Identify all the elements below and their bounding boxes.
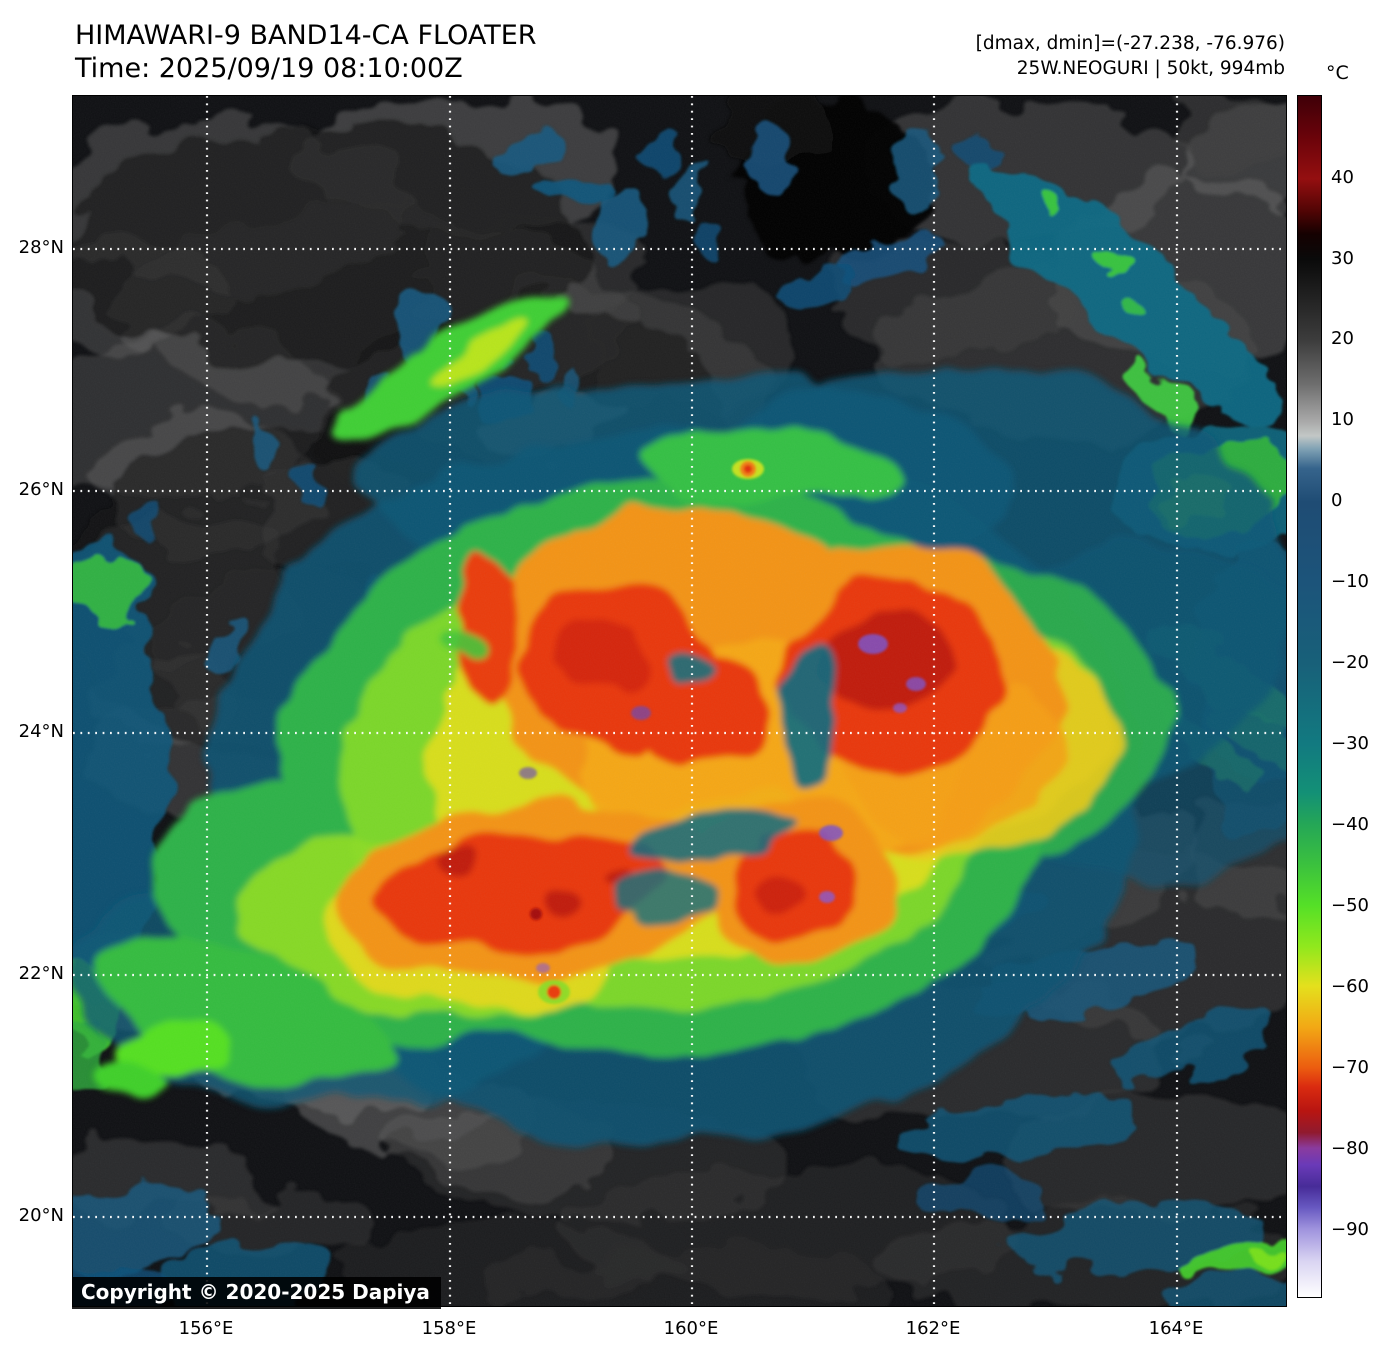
colorbar-tick-label: −50 xyxy=(1331,895,1369,917)
colorbar-tick-label: −30 xyxy=(1331,733,1369,755)
lat-tick-label: 22°N xyxy=(18,963,64,984)
lon-tick-label: 164°E xyxy=(1148,1318,1204,1339)
colorbar-tick-label: −60 xyxy=(1331,976,1369,998)
lat-tick-label: 24°N xyxy=(18,721,64,742)
colorbar-tick-label: −90 xyxy=(1331,1218,1369,1240)
lon-tick-label: 160°E xyxy=(663,1318,719,1339)
dmax-dmin-label: [dmax, dmin]=(-27.238, -76.976) xyxy=(975,33,1285,54)
film-grain-overlay xyxy=(73,96,1286,1306)
lon-tick-label: 156°E xyxy=(178,1318,234,1339)
satellite-map xyxy=(72,95,1287,1307)
colorbar-tick-label: 0 xyxy=(1331,490,1343,512)
colorbar-tick-label: −20 xyxy=(1331,652,1369,674)
colorbar-tick-label: 30 xyxy=(1331,247,1354,269)
temperature-colorbar xyxy=(1297,95,1322,1298)
colorbar-tick-label: −70 xyxy=(1331,1057,1369,1079)
lon-tick-label: 162°E xyxy=(905,1318,961,1339)
copyright-badge: Copyright © 2020-2025 Dapiya xyxy=(72,1277,441,1309)
satellite-image xyxy=(73,96,1286,1306)
colorbar-tick-label: −40 xyxy=(1331,814,1369,836)
colorbar-tick-label: 10 xyxy=(1331,409,1354,431)
colorbar-unit-label: °C xyxy=(1326,62,1349,84)
colorbar-tick-label: −10 xyxy=(1331,571,1369,593)
lat-tick-label: 28°N xyxy=(18,237,64,258)
lat-tick-label: 26°N xyxy=(18,479,64,500)
lon-tick-label: 158°E xyxy=(421,1318,477,1339)
colorbar-tick-label: −80 xyxy=(1331,1138,1369,1160)
lat-tick-label: 20°N xyxy=(18,1205,64,1226)
colorbar-tick-label: 20 xyxy=(1331,328,1354,350)
storm-info-label: 25W.NEOGURI | 50kt, 994mb xyxy=(1016,58,1285,79)
timestamp-label: Time: 2025/09/19 08:10:00Z xyxy=(75,53,463,84)
colorbar-tick-label: 40 xyxy=(1331,166,1354,188)
page-title: HIMAWARI-9 BAND14-CA FLOATER xyxy=(75,20,537,51)
